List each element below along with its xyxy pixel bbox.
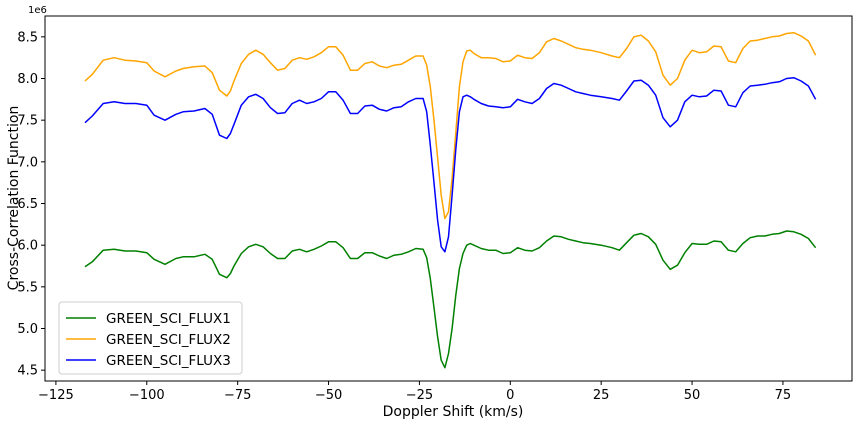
y-tick-label: 7.5 [17,114,38,129]
legend-label-flux2: GREEN_SCI_FLUX2 [106,332,231,348]
x-tick-label: 50 [684,388,701,403]
x-tick-label: −100 [129,388,165,403]
legend: GREEN_SCI_FLUX1 GREEN_SCI_FLUX2 GREEN_SC… [58,301,243,375]
y-tick-label: 8.5 [17,30,38,45]
y-axis-title: Cross-Correlation Function [6,106,22,291]
series-line-1 [84,230,817,369]
y-tick-label: 8.0 [17,72,38,87]
x-axis-title: Doppler Shift (km/s) [383,404,524,420]
y-tick-label: 5.0 [17,322,38,337]
series-lines [84,31,817,369]
series-line-3 [84,76,817,253]
x-tick-label: 0 [506,388,514,403]
y-offset-label: 1e6 [28,5,47,16]
series-line-2 [84,31,817,220]
x-tick-label: −50 [315,388,342,403]
y-tick-label: 6.5 [17,197,38,212]
legend-box [58,301,243,375]
y-tick-label: 5.5 [17,280,38,295]
plot-frame [44,15,853,382]
x-tick-label: 25 [593,388,610,403]
legend-label-flux3: GREEN_SCI_FLUX3 [106,353,231,369]
y-tick-label: 4.5 [17,364,38,379]
x-axis-ticks: −125 −100 −75 −50 −25 0 25 50 75 [38,381,791,403]
legend-label-flux1: GREEN_SCI_FLUX1 [106,311,231,327]
y-axis-ticks: 4.5 5.0 5.5 6.0 6.5 7.0 7.5 8.0 8.5 [17,30,45,379]
x-tick-label: −25 [406,388,433,403]
y-tick-label: 7.0 [17,155,38,170]
x-tick-label: −125 [38,388,74,403]
x-tick-label: 75 [775,388,792,403]
y-tick-label: 6.0 [17,239,38,254]
x-tick-label: −75 [224,388,251,403]
